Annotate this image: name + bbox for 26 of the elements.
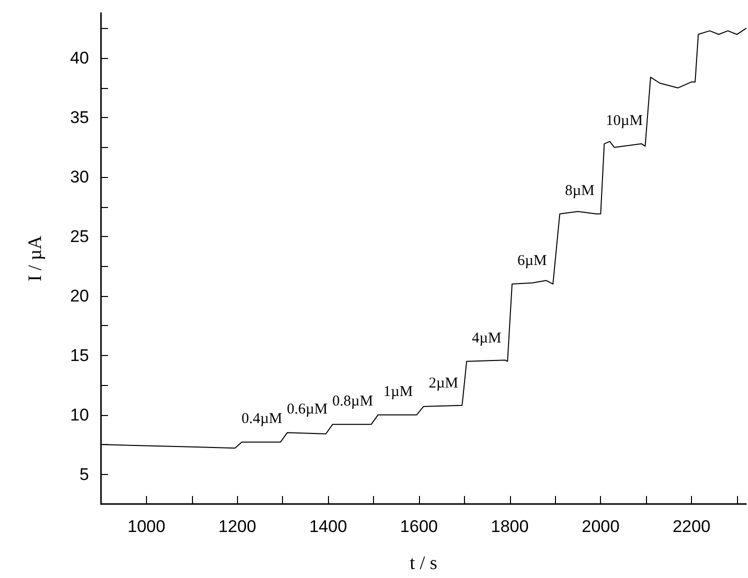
x-tick-label: 1800 <box>490 517 529 536</box>
y-tick-label: 25 <box>70 227 89 246</box>
annotation: 8µM <box>565 182 595 199</box>
y-tick-label: 10 <box>70 405 89 424</box>
annotation: 0.8µM <box>332 393 374 410</box>
x-tick-label: 1600 <box>400 517 438 536</box>
x-tick-label: 1200 <box>218 517 256 536</box>
annotation: 4µM <box>472 330 502 346</box>
annotation: 0.4µM <box>241 411 282 428</box>
y-axis-title: I / µA <box>25 235 46 282</box>
x-axis-title: t / s <box>410 553 438 574</box>
annotation: 2µM <box>428 376 458 392</box>
y-tick-label: 40 <box>70 48 89 68</box>
y-tick-label: 5 <box>80 464 89 484</box>
annotation: 1µM <box>383 384 413 400</box>
y-tick-label: 35 <box>70 108 89 128</box>
annotation: 10µM <box>606 112 643 129</box>
x-tick-label: 2200 <box>672 517 710 536</box>
annotation: 0.6µM <box>286 402 328 418</box>
y-tick-label: 30 <box>70 168 89 187</box>
x-tick-label: 1000 <box>128 517 166 536</box>
y-tick-label: 20 <box>70 286 89 306</box>
annotation: 6µM <box>517 253 547 270</box>
y-tick-label: 15 <box>70 346 89 365</box>
x-tick-label: 2000 <box>582 517 620 536</box>
x-tick-label: 1400 <box>309 517 348 536</box>
